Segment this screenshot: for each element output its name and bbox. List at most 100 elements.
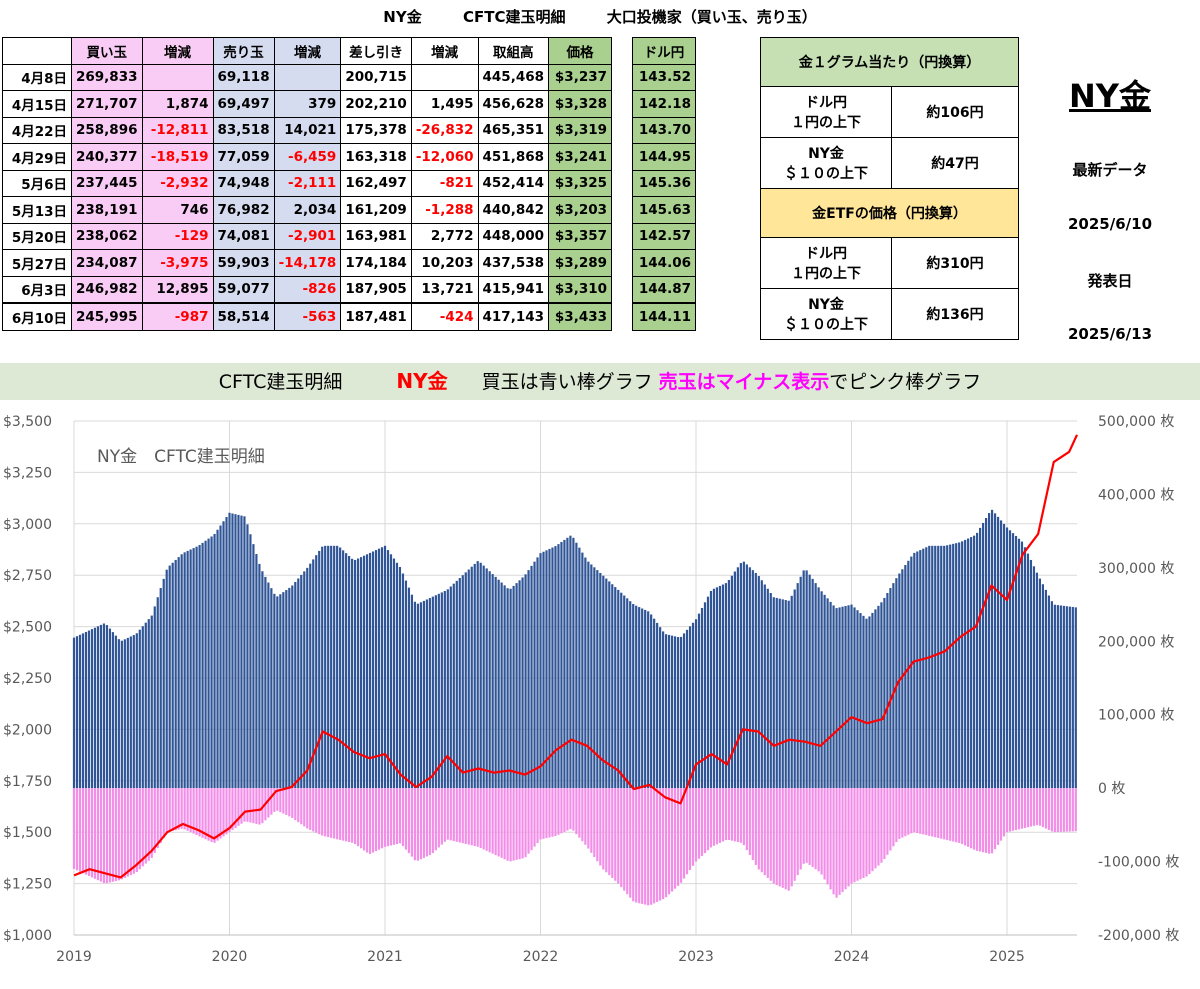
long-bar <box>479 562 482 789</box>
table-cell: 10,203 <box>410 249 479 277</box>
long-bar <box>491 574 494 789</box>
short-bar <box>1023 788 1027 828</box>
long-bar <box>859 613 862 789</box>
long-bar <box>342 550 345 789</box>
table-cell: $3,289 <box>548 249 613 277</box>
short-bar <box>865 788 868 877</box>
long-bar <box>371 551 375 789</box>
short-bar <box>273 788 276 812</box>
usdjpy-value: 144.11 <box>632 302 696 331</box>
long-bar <box>778 598 781 789</box>
long-bar <box>123 639 126 789</box>
long-bar <box>246 524 249 789</box>
short-bar <box>198 788 201 837</box>
short-bar <box>584 788 587 845</box>
long-bar <box>321 546 324 789</box>
short-bar <box>844 788 847 890</box>
long-bar <box>279 594 282 789</box>
table-cell: -14,178 <box>273 249 342 277</box>
short-bar <box>769 788 772 881</box>
long-bar <box>632 604 635 789</box>
long-bar <box>949 544 952 789</box>
table-cell: 746 <box>141 196 214 224</box>
long-bar <box>449 586 452 789</box>
short-bar <box>186 788 189 831</box>
long-bar <box>844 605 847 789</box>
long-bar <box>904 565 907 789</box>
short-bar <box>1014 788 1018 831</box>
long-bar <box>999 520 1003 789</box>
short-bar <box>892 788 895 847</box>
table-row: 4月8日 269,833 69,118 200,715 445,468 $3,237 <box>2 63 613 91</box>
short-bar <box>467 788 470 845</box>
short-bar <box>581 788 584 842</box>
long-bar <box>240 515 243 789</box>
info-label-b: ＄１０の上下 <box>784 166 868 182</box>
long-bar <box>838 607 841 789</box>
long-bar <box>1029 559 1033 789</box>
long-bar <box>772 597 775 789</box>
short-bar <box>351 788 354 843</box>
row-date: 5月6日 <box>2 169 72 197</box>
short-bar <box>724 788 728 841</box>
short-bar <box>841 788 844 893</box>
table-row: 6月10日 245,995 -987 58,514 -563 187,481 -424 417… <box>2 302 613 331</box>
short-bar <box>315 788 318 833</box>
side-title: NY金 <box>1069 77 1151 115</box>
long-bar <box>990 509 994 789</box>
table-cell <box>273 63 342 91</box>
long-bar <box>81 633 85 789</box>
table-cell: -2,901 <box>273 222 342 250</box>
long-bar <box>389 554 393 789</box>
table-cell: -1,288 <box>410 196 479 224</box>
table-cell: 448,000 <box>477 222 550 250</box>
short-bar <box>763 788 766 876</box>
short-bar <box>398 788 402 844</box>
short-bar <box>479 788 482 849</box>
info-label: ドル円 １円の上下 <box>760 237 892 289</box>
short-bar <box>593 788 596 858</box>
y-left-tick-label: $1,750 <box>3 774 52 790</box>
long-bar <box>1020 541 1024 789</box>
table-cell: -3,975 <box>141 249 214 277</box>
long-bar <box>913 552 916 789</box>
long-bar <box>464 572 467 789</box>
short-bar <box>736 788 739 843</box>
short-bar <box>503 788 506 860</box>
gold-yen-info-table: 金１グラム当たり（円換算） ドル円 １円の上下 約106円 NY金 ＄１０の上下 約… <box>760 37 1019 340</box>
y-right-tick-label: 300,000 枚 <box>1098 561 1174 577</box>
y-right-tick-label: 200,000 枚 <box>1098 634 1174 650</box>
table-cell: 238,062 <box>71 222 143 250</box>
long-bar <box>102 623 106 789</box>
long-bar <box>979 527 982 789</box>
long-bar <box>482 565 485 789</box>
short-bar <box>700 788 704 856</box>
table-cell: 13,721 <box>410 275 479 304</box>
short-bar <box>614 788 617 881</box>
short-bar <box>255 788 258 824</box>
short-bar <box>368 788 372 854</box>
long-bar <box>799 576 802 789</box>
short-bar <box>234 788 237 828</box>
long-bar <box>996 516 1000 789</box>
long-bar <box>790 595 793 789</box>
long-bar <box>512 585 515 789</box>
short-bar <box>916 788 919 834</box>
table-cell: 163,318 <box>340 143 412 171</box>
long-bar <box>542 551 545 789</box>
long-bar <box>892 583 895 789</box>
table-cell: 417,143 <box>477 302 550 331</box>
short-bar <box>228 788 231 833</box>
short-bar <box>81 788 85 874</box>
long-bar <box>823 594 826 789</box>
long-bar <box>563 539 566 789</box>
short-bar <box>380 788 384 849</box>
short-bar <box>650 788 653 905</box>
long-bar <box>207 538 210 789</box>
table-row: 4月29日 240,377 -18,519 77,059 -6,459 163,318 -1… <box>2 143 613 171</box>
short-bar <box>967 788 970 847</box>
short-bar <box>240 788 243 824</box>
long-bar <box>159 588 162 789</box>
long-bar <box>691 622 695 789</box>
short-bar <box>742 788 745 846</box>
